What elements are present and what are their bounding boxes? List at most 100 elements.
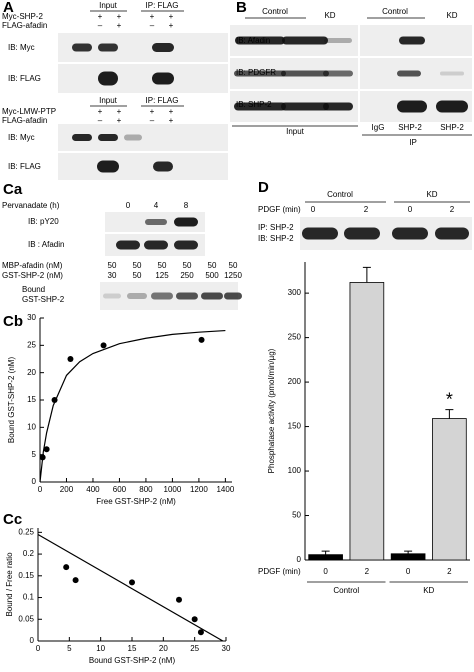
annotation: * [446,389,453,409]
x-tick-label: 15 [128,644,137,653]
error-bar [404,550,413,554]
label: + [150,107,155,116]
label: 0 [408,205,413,214]
label: 50 [108,261,117,270]
label: + [169,116,174,125]
blot-band [98,43,118,52]
error-bar [362,266,371,283]
x-tick-label: 25 [190,644,199,653]
error-bar [445,409,454,419]
y-tick-label: 300 [288,288,302,297]
label: 0 [126,201,131,210]
x-tick-label: 800 [139,485,153,494]
panel-label: D [258,179,269,196]
y-tick-label: 5 [32,450,37,459]
label: – [150,21,155,30]
point [100,342,107,349]
group-label: Control [333,586,359,595]
group-label: KD [423,586,434,595]
label: IB: PDGFR [236,68,276,77]
y-tick-label: 50 [292,511,301,520]
blot-band [72,43,92,52]
label: IB: pY20 [28,217,59,226]
label: Myc-SHP-2 [2,12,43,21]
label: IB: FLAG [8,162,41,171]
blot-band [98,134,118,141]
label: KD [324,11,335,20]
y-tick-label: 0.1 [23,593,35,602]
blot-band [151,292,173,300]
bar [390,553,426,561]
blot-band [324,38,352,43]
label: – [98,21,103,30]
label: + [169,12,174,21]
blot-band [302,227,338,240]
label: 50 [133,261,142,270]
label: IP: SHP-2 [258,223,294,232]
label: IB : Afadin [28,240,64,249]
y-tick-label: 250 [288,333,302,342]
error-bar [321,550,330,555]
label: – [98,116,103,125]
bar [308,554,343,561]
blot-band [344,227,380,240]
x-tick-label: 200 [60,485,74,494]
x-tick-label: 1400 [216,485,234,494]
panel-label: Cb [3,313,23,330]
x-tick-label: 0 [38,485,43,494]
point [129,579,135,586]
x-tick-label: 600 [113,485,127,494]
label: Myc-LMW-PTP [2,107,56,116]
y-tick-label: 100 [288,466,302,475]
blot-band [399,36,425,45]
y-tick-label: 0 [32,477,37,486]
blot-band [124,134,142,141]
label: FLAG-afadin [2,21,47,30]
label: 2 [450,205,455,214]
y-axis-label: Bound / Free ratio [5,552,14,617]
panel-label: A [3,0,14,16]
y-tick-label: 30 [27,313,36,322]
point [43,446,50,453]
x-tick-label: 1200 [190,485,208,494]
label: IB: SHP-2 [236,100,272,109]
blot-band [201,292,223,300]
label: 50 [208,261,217,270]
point [176,596,182,603]
blot-band [116,240,140,250]
label: PDGF (min) [258,205,301,214]
blot-band [153,161,173,172]
label: 50 [133,271,142,280]
blot-band [152,43,174,52]
x-tick-label: 10 [96,644,105,653]
label: SHP-2 [398,123,422,132]
label: 0 [311,205,316,214]
label: – [150,116,155,125]
label: 50 [183,261,192,270]
x-tick-label: 5 [67,644,72,653]
blot-band [235,36,285,45]
blot-band [174,240,198,250]
blot-band [127,293,147,299]
x-tick-label: 30 [222,644,231,653]
label: Pervanadate (h) [2,201,60,210]
label: 1250 [224,271,242,280]
fit-line [37,533,224,642]
blot [58,153,228,180]
label: 30 [108,271,117,280]
fit-line [39,329,226,483]
y-tick-label: 10 [27,422,36,431]
x-tick-label: 0 [406,567,411,576]
label: IB: SHP-2 [258,234,294,243]
x-axis-label: Bound GST-SHP-2 (nM) [89,656,176,665]
label: Input [99,96,118,105]
x-axis-label: Free GST-SHP-2 (nM) [96,497,176,506]
blot-band [281,102,329,111]
x-axis-label: PDGF (min) [258,567,301,576]
x-tick-label: 400 [86,485,100,494]
y-tick-label: 150 [288,422,302,431]
label: IgG [372,123,385,132]
x-tick-label: 2 [447,567,452,576]
